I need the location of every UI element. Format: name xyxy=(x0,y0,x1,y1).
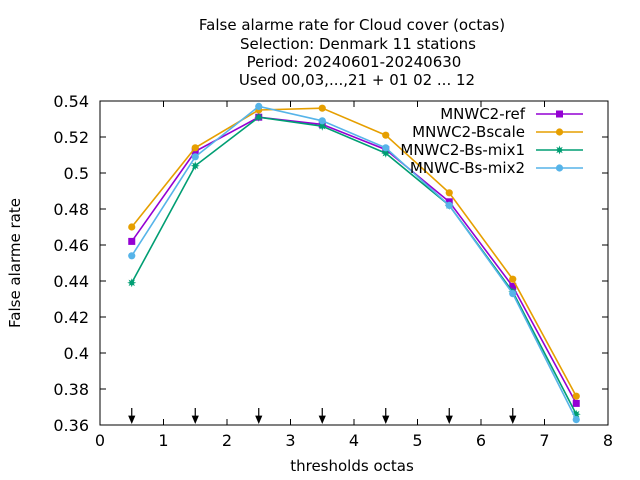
data-point xyxy=(572,392,580,400)
threshold-arrow-head xyxy=(445,415,453,425)
threshold-arrow-head xyxy=(509,415,517,425)
x-tick-label: 1 xyxy=(158,431,168,450)
threshold-arrow xyxy=(509,408,517,425)
data-point xyxy=(317,121,327,131)
chart-title: False alarme rate for Cloud cover (octas… xyxy=(199,16,505,89)
legend-marker xyxy=(556,110,563,118)
data-point xyxy=(572,399,580,407)
data-point xyxy=(382,131,390,139)
y-tick-label: 0.36 xyxy=(53,416,89,435)
threshold-arrow xyxy=(255,408,263,425)
data-point xyxy=(382,144,390,152)
threshold-arrow xyxy=(382,408,390,425)
data-point xyxy=(127,278,137,288)
title-line-3: Period: 20240601-20240630 xyxy=(247,53,462,71)
x-tick-label: 2 xyxy=(222,431,232,450)
title-line-2: Selection: Denmark 11 stations xyxy=(240,35,476,53)
y-tick-label: 0.44 xyxy=(53,272,89,291)
legend-label: MNWC2-Bscale xyxy=(412,123,525,141)
legend-marker xyxy=(555,128,564,136)
y-tick-label: 0.5 xyxy=(64,164,89,183)
plot-frame xyxy=(99,100,609,426)
y-tick-label: 0.52 xyxy=(53,128,89,147)
series-line xyxy=(131,107,577,397)
x-tick-label: 0 xyxy=(95,431,105,450)
legend-entry: MNWC2-ref xyxy=(440,105,583,123)
data-point xyxy=(128,223,136,231)
threshold-arrow xyxy=(445,408,453,425)
legend-label: MNWC-Bs-mix2 xyxy=(410,159,525,177)
y-tick-label: 0.48 xyxy=(53,200,89,219)
data-point xyxy=(128,237,136,245)
threshold-arrow-head xyxy=(128,415,136,425)
y-tick-label: 0.42 xyxy=(53,308,89,327)
x-tick-label: 3 xyxy=(285,431,295,450)
y-tick-label: 0.38 xyxy=(53,380,89,399)
series-line xyxy=(131,105,577,420)
data-point xyxy=(509,282,517,290)
threshold-arrow-head xyxy=(255,415,263,425)
legend-entry: MNWC2-Bs-mix1 xyxy=(400,141,583,159)
x-tick-label: 5 xyxy=(412,431,422,450)
data-point xyxy=(255,102,263,110)
y-tick-label: 0.46 xyxy=(53,236,89,255)
y-axis-label: False alarme rate xyxy=(6,198,24,328)
title-line-4: Used 00,03,...,21 + 01 02 ... 12 xyxy=(239,71,475,89)
data-point xyxy=(254,112,264,122)
threshold-arrow xyxy=(318,408,326,425)
legend-entry: MNWC-Bs-mix2 xyxy=(410,159,583,177)
data-point xyxy=(509,290,517,298)
data-point xyxy=(445,189,453,197)
x-tick-label: 7 xyxy=(539,431,549,450)
title-line-1: False alarme rate for Cloud cover (octas… xyxy=(199,16,505,34)
x-tick-label: 8 xyxy=(603,431,613,450)
x-tick-label: 4 xyxy=(349,431,359,450)
series-line xyxy=(131,116,577,404)
y-tick-label: 0.4 xyxy=(64,344,89,363)
legend-entry: MNWC2-Bscale xyxy=(412,123,583,141)
series-line xyxy=(131,116,577,415)
threshold-arrow xyxy=(191,408,199,425)
threshold-arrow-head xyxy=(191,415,199,425)
data-point xyxy=(318,104,326,112)
data-point xyxy=(509,275,517,283)
legend-marker xyxy=(555,145,564,155)
data-point xyxy=(190,161,200,171)
y-tick-label: 0.54 xyxy=(53,92,89,111)
legend: MNWC2-refMNWC2-BscaleMNWC2-Bs-mix1MNWC-B… xyxy=(400,105,583,177)
data-point xyxy=(381,148,391,158)
legend-label: MNWC2-Bs-mix1 xyxy=(400,141,525,159)
data-point xyxy=(128,252,136,260)
threshold-arrow-head xyxy=(318,415,326,425)
data-point xyxy=(445,201,453,209)
data-point xyxy=(572,416,580,424)
threshold-arrow xyxy=(128,408,136,425)
x-tick-label: 6 xyxy=(476,431,486,450)
data-point xyxy=(318,117,326,125)
data-point xyxy=(191,144,199,152)
legend-label: MNWC2-ref xyxy=(440,105,525,123)
series-mnwc-bs-mix2 xyxy=(128,102,580,424)
threshold-arrow-head xyxy=(382,415,390,425)
legend-marker xyxy=(555,164,564,172)
x-axis-label: thresholds octas xyxy=(290,457,414,475)
series-mnwc2-bscale xyxy=(128,104,580,400)
data-point xyxy=(191,153,199,161)
